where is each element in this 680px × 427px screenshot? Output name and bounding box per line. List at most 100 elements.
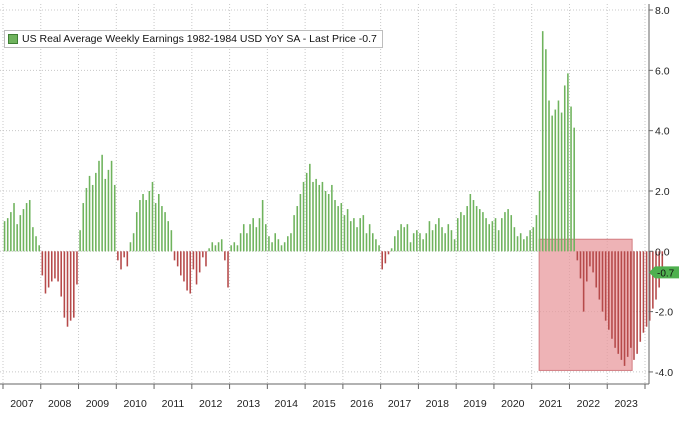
bar	[567, 73, 569, 252]
bar	[548, 100, 550, 252]
bar	[315, 178, 317, 252]
bar	[283, 242, 286, 252]
x-tick-label: 2014	[275, 398, 299, 410]
bar	[173, 251, 176, 261]
bar	[54, 251, 56, 279]
x-tick-label: 2007	[10, 398, 34, 410]
bar	[3, 221, 6, 252]
bar	[630, 251, 632, 348]
bar	[652, 251, 654, 309]
bar	[224, 251, 226, 261]
bar	[400, 224, 402, 252]
bar	[233, 242, 236, 252]
bar	[176, 251, 179, 267]
bar	[264, 224, 267, 252]
bar	[268, 236, 270, 252]
bar	[38, 245, 40, 252]
bar	[541, 31, 544, 252]
bar	[648, 251, 651, 321]
y-tick-label: 8.0	[655, 5, 670, 17]
bar	[63, 251, 66, 318]
x-tick-label: 2015	[312, 398, 336, 410]
bar	[478, 209, 481, 252]
bar	[406, 224, 409, 252]
bar	[532, 227, 535, 252]
bar	[356, 227, 358, 252]
bar	[32, 227, 34, 252]
bar	[183, 251, 185, 282]
bar	[180, 251, 182, 276]
bar	[491, 221, 494, 252]
bar	[626, 251, 629, 357]
bar	[135, 212, 138, 252]
bar	[242, 224, 245, 252]
bar	[419, 233, 421, 252]
bar	[69, 251, 72, 321]
bar-series	[3, 31, 664, 366]
bar	[327, 194, 330, 252]
bar	[50, 251, 53, 282]
bar	[13, 203, 15, 252]
bar	[60, 251, 62, 297]
bar	[113, 184, 116, 252]
bar	[494, 218, 497, 252]
bar	[538, 190, 541, 252]
bar	[488, 224, 490, 252]
bar	[639, 251, 642, 342]
bar	[214, 245, 217, 252]
bar	[195, 251, 198, 285]
bar	[302, 181, 305, 252]
bar	[636, 251, 638, 354]
bar	[466, 206, 468, 252]
bar	[164, 212, 166, 252]
bar	[604, 251, 607, 321]
bar	[422, 239, 424, 252]
bar	[501, 218, 503, 252]
bar	[390, 248, 393, 252]
bar	[236, 245, 239, 252]
bar	[472, 200, 475, 252]
bar	[340, 203, 343, 252]
bar	[120, 251, 122, 270]
axes	[0, 4, 650, 385]
bar	[384, 251, 387, 264]
bar	[598, 251, 601, 300]
bar	[142, 194, 144, 252]
bar	[642, 251, 645, 333]
bar	[475, 206, 478, 252]
x-tick-label: 2021	[539, 398, 563, 410]
bar	[44, 251, 47, 294]
bar	[277, 239, 280, 252]
y-tick-label: 0.0	[655, 246, 670, 258]
bar	[220, 239, 223, 252]
bar	[589, 251, 591, 267]
bar	[157, 194, 160, 252]
bar	[331, 184, 333, 252]
x-axis-ticks: 2007 2008 2009 2010 2011 2012 2013 2014 2015 2016…	[2, 384, 646, 410]
bar	[519, 233, 522, 252]
bar	[25, 203, 28, 252]
bar	[255, 227, 258, 252]
x-tick-label: 2008	[48, 398, 72, 410]
bar	[535, 215, 538, 252]
bar	[186, 251, 188, 291]
x-tick-label: 2018	[426, 398, 450, 410]
bar	[217, 242, 220, 252]
bar	[205, 251, 207, 267]
y-axis-ticks: -4.0 -2.0 0.0 2.0 4.0 6.0 8.0	[649, 5, 673, 379]
bar	[387, 251, 390, 255]
x-tick-label: 2011	[162, 398, 185, 410]
bar	[198, 251, 201, 273]
bar	[129, 242, 132, 252]
bar	[545, 49, 547, 252]
bar	[170, 230, 173, 252]
bar	[98, 160, 100, 252]
bar	[337, 206, 339, 252]
bar	[66, 251, 69, 327]
bar	[617, 251, 620, 354]
bar	[132, 233, 135, 252]
bar	[441, 227, 443, 252]
bar	[381, 251, 383, 270]
bar	[318, 184, 321, 252]
bar	[16, 224, 18, 252]
